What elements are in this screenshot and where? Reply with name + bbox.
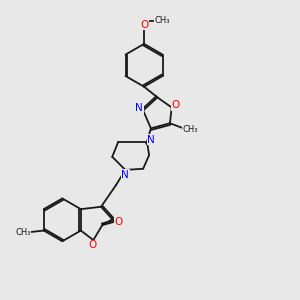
Text: N: N (147, 135, 155, 145)
Text: O: O (140, 20, 148, 30)
Text: CH₃: CH₃ (183, 125, 199, 134)
Text: O: O (88, 240, 97, 250)
Text: N: N (135, 103, 143, 113)
Text: CH₃: CH₃ (15, 227, 31, 236)
Text: CH₃: CH₃ (154, 16, 170, 25)
Text: O: O (115, 217, 123, 226)
Text: N: N (122, 170, 129, 180)
Text: O: O (172, 100, 180, 110)
